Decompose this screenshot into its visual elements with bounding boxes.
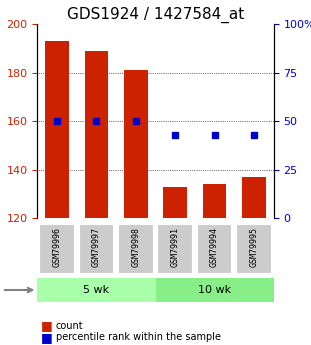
FancyBboxPatch shape: [236, 224, 272, 274]
FancyBboxPatch shape: [156, 278, 274, 302]
Text: GSM79995: GSM79995: [249, 227, 258, 267]
Text: GSM79994: GSM79994: [210, 227, 219, 267]
Bar: [203, 184, 226, 218]
Text: 5 wk: 5 wk: [83, 285, 109, 295]
Bar: [85, 51, 108, 218]
Text: ■: ■: [40, 331, 52, 344]
Text: GSM79996: GSM79996: [53, 227, 62, 267]
FancyBboxPatch shape: [157, 224, 193, 274]
FancyBboxPatch shape: [197, 224, 232, 274]
FancyBboxPatch shape: [118, 224, 154, 274]
Bar: [242, 177, 266, 218]
FancyBboxPatch shape: [39, 224, 75, 274]
Bar: [45, 41, 69, 218]
Text: ■: ■: [40, 319, 52, 333]
Text: GSM79998: GSM79998: [131, 227, 140, 267]
Text: percentile rank within the sample: percentile rank within the sample: [56, 333, 221, 342]
Text: GSM79997: GSM79997: [92, 227, 101, 267]
Title: GDS1924 / 1427584_at: GDS1924 / 1427584_at: [67, 7, 244, 23]
FancyBboxPatch shape: [79, 224, 114, 274]
Text: 10 wk: 10 wk: [198, 285, 231, 295]
Bar: [124, 70, 148, 218]
Text: GSM79991: GSM79991: [171, 227, 180, 267]
Text: age: age: [0, 285, 32, 295]
Text: count: count: [56, 321, 84, 331]
FancyBboxPatch shape: [37, 278, 156, 302]
Bar: [163, 187, 187, 218]
